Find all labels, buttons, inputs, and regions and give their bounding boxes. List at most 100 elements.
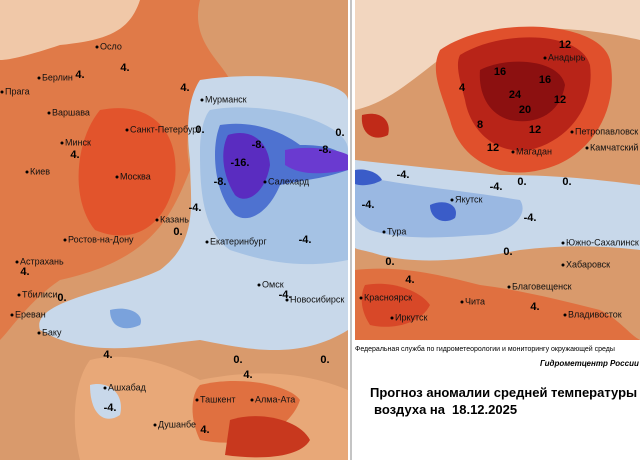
city-label: Иркутск xyxy=(395,312,428,322)
right-panel xyxy=(355,0,640,340)
city-dot xyxy=(10,313,14,317)
contour-label: 4. xyxy=(75,69,84,81)
city-label: Прага xyxy=(5,86,30,96)
city-label: Салехард xyxy=(268,176,310,186)
contour-label: 0. xyxy=(385,256,394,268)
city-label: Хабаровск xyxy=(566,259,610,269)
city-label: Красноярск xyxy=(364,292,412,302)
contour-label: -4. xyxy=(189,202,202,214)
contour-label: 4 xyxy=(459,82,466,94)
city-dot xyxy=(390,316,394,320)
city-label: Санкт-Петербург xyxy=(130,124,201,134)
city-dot xyxy=(507,285,511,289)
contour-label: 4. xyxy=(200,424,209,436)
contour-label: 0. xyxy=(57,292,66,304)
contour-label: -4. xyxy=(490,181,503,193)
city-label: Ереван xyxy=(15,309,46,319)
agency: Федеральная служба по гидрометеорологии … xyxy=(355,345,615,353)
city-label: Осло xyxy=(100,41,122,51)
contour-label: -4. xyxy=(104,402,117,414)
contour-label: 4. xyxy=(405,274,414,286)
city-dot xyxy=(200,98,204,102)
city-dot xyxy=(37,76,41,80)
city-label: Баку xyxy=(42,327,62,337)
city-label: Москва xyxy=(120,171,151,181)
city-dot xyxy=(63,238,67,242)
contour-label: 0. xyxy=(173,226,182,238)
contour-label: 8 xyxy=(477,119,483,131)
contour-label: -8. xyxy=(252,139,265,151)
contour-label: 4. xyxy=(70,149,79,161)
city-dot xyxy=(570,130,574,134)
city-dot xyxy=(561,263,565,267)
contour-label: 20 xyxy=(519,104,531,116)
city-label: Камчатский xyxy=(590,142,638,152)
title-line2: воздуха на xyxy=(374,402,446,417)
contour-label: -4. xyxy=(299,234,312,246)
contour-label: 4. xyxy=(243,369,252,381)
title-line1: Прогноз аномалии средней температуры xyxy=(370,385,637,400)
city-label: Берлин xyxy=(42,72,73,82)
city-label: Екатеринбург xyxy=(210,236,267,246)
city-dot xyxy=(263,180,267,184)
city-label: Новосибирск xyxy=(290,294,344,304)
city-dot xyxy=(37,331,41,335)
left-panel xyxy=(0,0,348,460)
contour-label: 12 xyxy=(554,94,566,106)
contour-label: 4. xyxy=(180,82,189,94)
city-dot xyxy=(563,313,567,317)
city-dot xyxy=(561,241,565,245)
city-dot xyxy=(155,218,159,222)
city-label: Ташкент xyxy=(200,394,235,404)
contour-label: -4. xyxy=(362,199,375,211)
city-label: Южно-Сахалинск xyxy=(566,237,639,247)
city-dot xyxy=(450,198,454,202)
contour-label: 12 xyxy=(487,142,499,154)
city-dot xyxy=(17,293,21,297)
city-label: Мурманск xyxy=(205,94,247,104)
city-dot xyxy=(95,45,99,49)
contour-label: 0. xyxy=(517,176,526,188)
contour-label: 12 xyxy=(559,39,571,51)
contour-label: -8. xyxy=(214,176,227,188)
contour-label: 0. xyxy=(195,124,204,136)
city-label: Ашхабад xyxy=(108,382,147,392)
city-dot xyxy=(285,298,289,302)
city-label: Якутск xyxy=(455,194,483,204)
city-dot xyxy=(125,128,129,132)
contour-label: -8. xyxy=(319,144,332,156)
city-dot xyxy=(153,423,157,427)
city-dot xyxy=(60,141,64,145)
city-label: Душанбе xyxy=(158,419,196,429)
city-dot xyxy=(359,296,363,300)
city-label: Омск xyxy=(262,279,284,289)
city-label: Астрахань xyxy=(20,256,64,266)
title-date: 18.12.2025 xyxy=(452,402,517,417)
city-label: Петропавловск xyxy=(575,126,638,136)
city-dot xyxy=(511,150,515,154)
contour-label: 0. xyxy=(335,127,344,139)
contour-label: 16 xyxy=(539,74,551,86)
city-dot xyxy=(0,90,4,94)
city-label: Тура xyxy=(387,226,406,236)
city-label: Магадан xyxy=(516,146,552,156)
city-dot xyxy=(15,260,19,264)
city-label: Киев xyxy=(30,166,50,176)
city-dot xyxy=(257,283,261,287)
contour-label: 0. xyxy=(233,354,242,366)
city-dot xyxy=(250,398,254,402)
city-label: Тбилиси xyxy=(22,289,58,299)
contour-label: -16. xyxy=(231,157,250,169)
contour-label: -4. xyxy=(279,289,292,301)
city-label: Варшава xyxy=(52,107,90,117)
contour-label: 0. xyxy=(320,354,329,366)
contour-label: 4. xyxy=(20,266,29,278)
city-label: Алма-Ата xyxy=(255,394,295,404)
city-dot xyxy=(47,111,51,115)
city-dot xyxy=(543,56,547,60)
city-label: Владивосток xyxy=(568,309,622,319)
city-label: Ростов-на-Дону xyxy=(68,234,134,244)
city-label: Чита xyxy=(465,296,485,306)
contour-label: 4. xyxy=(530,301,539,313)
